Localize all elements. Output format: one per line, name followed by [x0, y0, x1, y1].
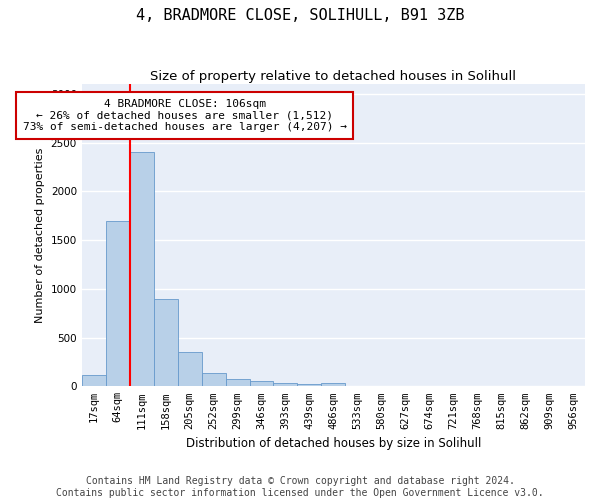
Bar: [202, 372, 226, 386]
Bar: [178, 352, 202, 386]
Bar: [82, 374, 106, 386]
Y-axis label: Number of detached properties: Number of detached properties: [35, 148, 45, 323]
X-axis label: Distribution of detached houses by size in Solihull: Distribution of detached houses by size …: [186, 437, 481, 450]
Bar: [106, 220, 130, 386]
Bar: [274, 384, 298, 386]
Bar: [322, 384, 346, 386]
Bar: [226, 378, 250, 386]
Text: 4 BRADMORE CLOSE: 106sqm
← 26% of detached houses are smaller (1,512)
73% of sem: 4 BRADMORE CLOSE: 106sqm ← 26% of detach…: [23, 99, 347, 132]
Title: Size of property relative to detached houses in Solihull: Size of property relative to detached ho…: [151, 70, 517, 83]
Text: 4, BRADMORE CLOSE, SOLIHULL, B91 3ZB: 4, BRADMORE CLOSE, SOLIHULL, B91 3ZB: [136, 8, 464, 22]
Text: Contains HM Land Registry data © Crown copyright and database right 2024.
Contai: Contains HM Land Registry data © Crown c…: [56, 476, 544, 498]
Bar: [298, 384, 322, 386]
Bar: [250, 381, 274, 386]
Bar: [154, 298, 178, 386]
Bar: [130, 152, 154, 386]
